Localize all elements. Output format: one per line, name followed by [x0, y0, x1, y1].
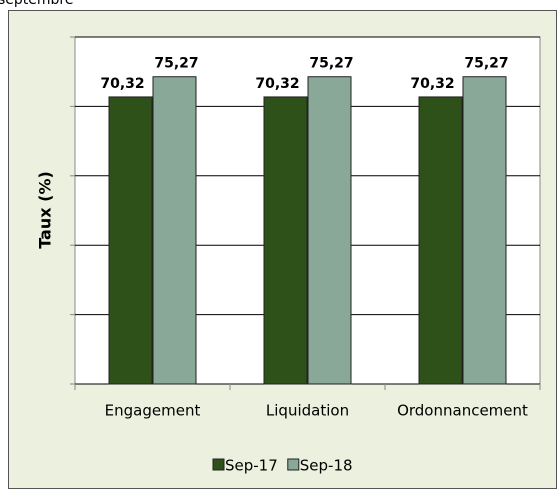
bar: [108, 96, 153, 385]
x-tick-label: Engagement: [105, 402, 201, 420]
bar: [462, 76, 507, 385]
y-axis-label: Taux (%): [36, 171, 55, 249]
legend-label: Sep-17: [225, 457, 278, 475]
legend-swatch: [212, 458, 225, 471]
bar: [418, 96, 463, 385]
x-tick-label: Ordonnancement: [397, 402, 528, 420]
x-tick-label: Liquidation: [266, 402, 349, 420]
bar: [263, 96, 308, 385]
data-label: 75,27: [309, 56, 353, 72]
legend-swatch: [287, 458, 300, 471]
data-label: 70,32: [255, 76, 299, 92]
data-label: 75,27: [154, 56, 198, 72]
legend-label: Sep-18: [300, 457, 353, 475]
page-title: septembre: [0, 0, 73, 8]
bar: [152, 76, 197, 385]
data-label: 70,32: [100, 76, 144, 92]
data-label: 75,27: [464, 56, 508, 72]
bar: [307, 76, 352, 385]
data-label: 70,32: [410, 76, 454, 92]
